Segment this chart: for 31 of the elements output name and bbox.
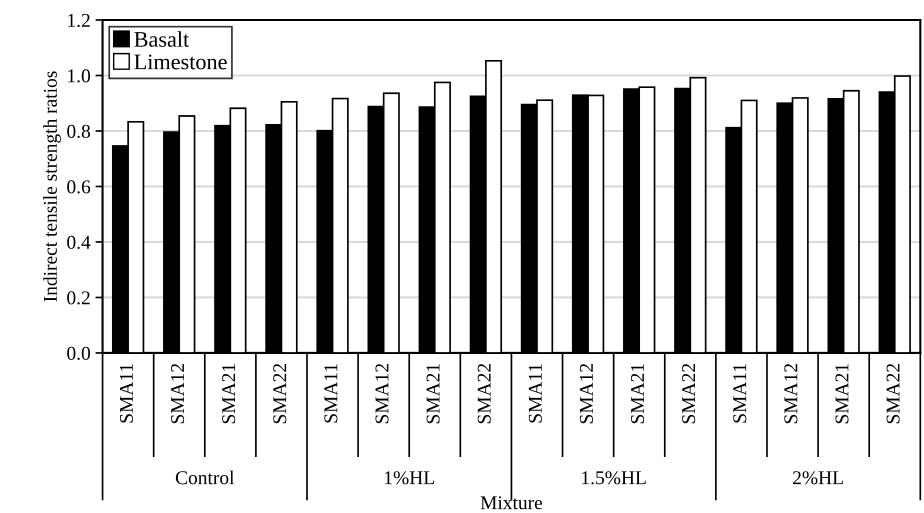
text: 1.5%HL xyxy=(582,471,646,484)
x-tick-label: SMA11 xyxy=(733,364,746,422)
x-tick-label: SMA22 xyxy=(886,364,900,424)
text: 2%HL xyxy=(793,471,843,484)
x-tick-label: SMA12 xyxy=(580,364,593,424)
y-tick-label: 0.4 xyxy=(67,236,90,249)
legend-label: Basalt xyxy=(134,31,190,47)
x-tick-label: SMA22 xyxy=(682,364,696,424)
y-tick-label: 0.0 xyxy=(67,346,90,360)
y-tick-label: 1.2 xyxy=(68,14,90,28)
x-tick-label: SMA22 xyxy=(273,364,286,424)
x-tick-label: SMA22 xyxy=(478,364,491,424)
text: 1%HL xyxy=(385,471,434,484)
text: Control xyxy=(176,470,234,484)
x-axis-title: Mixture xyxy=(480,496,542,510)
y-axis-title: Indirect tensile strength ratios xyxy=(43,71,61,302)
y-tick-label: 0.8 xyxy=(67,124,90,138)
y-tick-label: 0.2 xyxy=(67,291,90,304)
x-tick-label: SMA11 xyxy=(528,364,542,422)
x-tick-label: SMA12 xyxy=(375,364,389,424)
x-tick-label: SMA21 xyxy=(426,364,440,424)
x-tick-label: SMA12 xyxy=(171,364,184,424)
y-tick-label: 0.6 xyxy=(67,180,90,194)
x-tick-label: SMA12 xyxy=(784,364,798,424)
x-tick-label: SMA11 xyxy=(324,364,338,422)
x-tick-label: SMA21 xyxy=(631,364,644,424)
x-tick-label: SMA21 xyxy=(222,364,236,424)
y-tick-label: 1.0 xyxy=(68,69,90,83)
x-tick-label: SMA11 xyxy=(120,364,133,422)
legend-label: Limestone xyxy=(134,54,227,70)
x-tick-label: SMA21 xyxy=(835,364,849,424)
